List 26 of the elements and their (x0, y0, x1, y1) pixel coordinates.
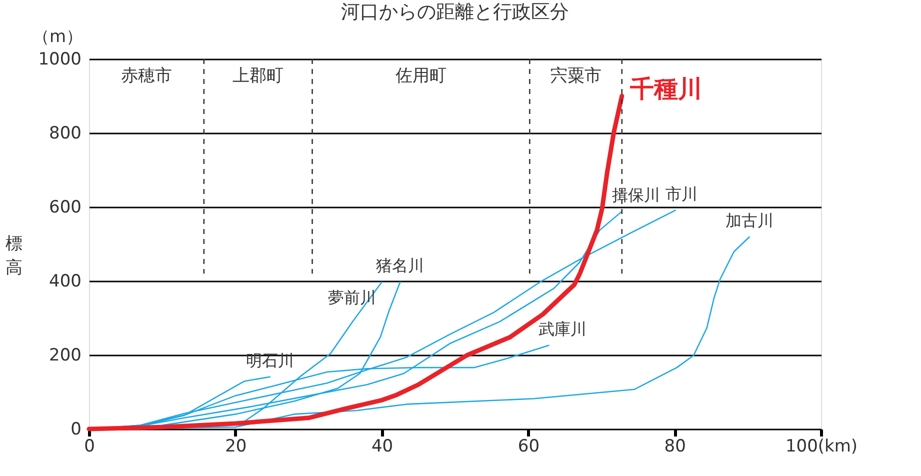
x-tick-label: 100(km) (785, 436, 858, 456)
y-tick-label: 400 (49, 272, 82, 292)
chart-title: 河口からの距離と行政区分 (341, 1, 569, 23)
annotation: 赤穂市 (120, 66, 172, 86)
series-label: 市川 (665, 184, 698, 204)
y-tick-label: 800 (49, 124, 82, 144)
series-label: 猪名川 (376, 256, 424, 276)
x-tick-label: 40 (371, 436, 394, 456)
y-tick-label: 200 (49, 346, 82, 366)
series-label: 武庫川 (538, 319, 587, 338)
series-label: 揖保川 (612, 185, 660, 204)
x-tick-label: 0 (84, 436, 95, 456)
y-axis-title: 標高 (6, 234, 22, 278)
y-tick-label: 1000 (38, 50, 82, 70)
x-tick-label: 20 (225, 436, 247, 456)
text: （m） (32, 27, 83, 47)
annotation: 佐用町 (395, 66, 446, 86)
x-tick-label: 60 (518, 436, 540, 456)
annotation: 上郡町 (232, 66, 284, 86)
series-label: 明石川 (246, 350, 294, 370)
series-label: 加古川 (725, 210, 774, 230)
annotation: 宍粟市 (550, 66, 602, 86)
y-tick-label: 600 (49, 198, 82, 218)
y-tick-label: 0 (70, 420, 82, 440)
x-tick-label: 80 (664, 436, 686, 456)
series-label: 千種川 (628, 75, 702, 103)
